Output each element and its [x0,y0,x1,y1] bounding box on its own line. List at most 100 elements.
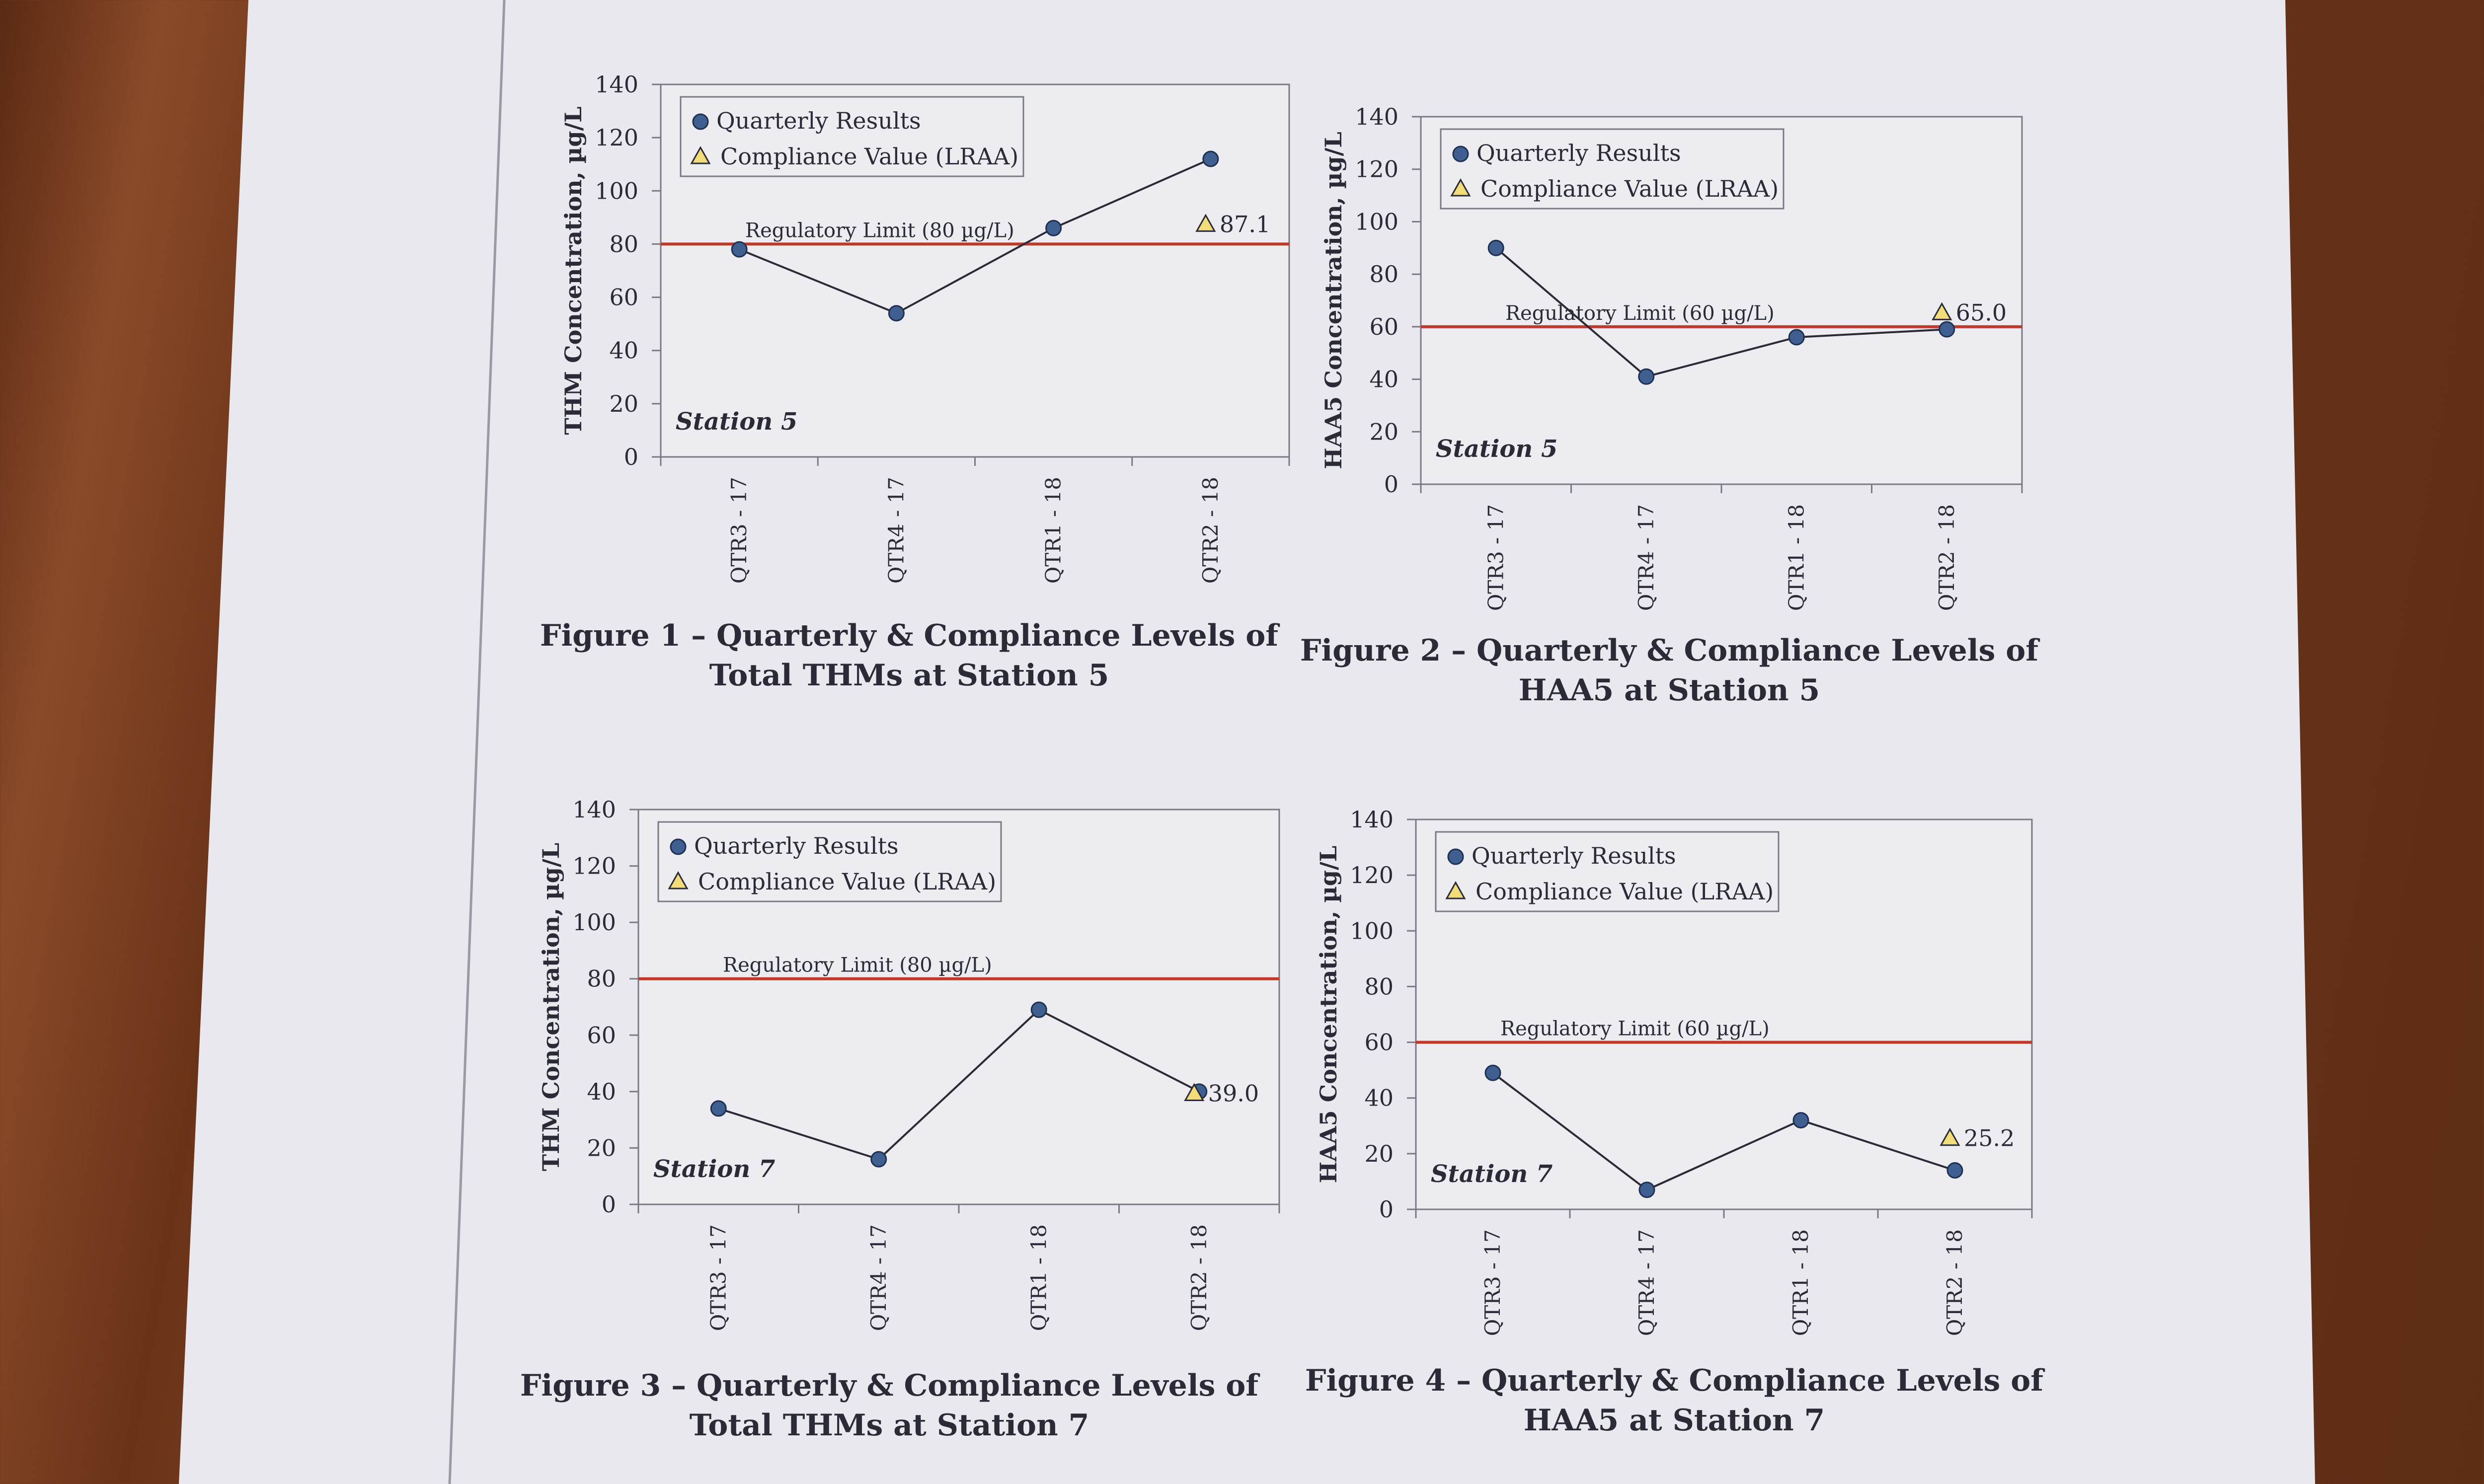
y-tick-label: 100 [572,909,616,936]
y-tick-label: 80 [609,230,638,257]
legend-item-compliance: Compliance Value (LRAA) [1480,175,1779,202]
y-tick-label: 60 [1364,1029,1394,1056]
y-tick-label: 80 [1364,973,1394,1000]
x-tick-label: QTR1 - 18 [1041,477,1066,584]
quarterly-results-line [718,1008,1200,1161]
regulatory-limit-label: Regulatory Limit (80 µg/L) [723,954,992,977]
y-axis-title: THM Concentration, µg/L [538,843,564,1171]
y-tick-label: 20 [1364,1140,1394,1167]
legend-triangle-icon [1445,881,1466,899]
y-tick-label: 140 [595,71,638,98]
quarterly-result-point [1788,329,1805,346]
regulatory-limit-label: Regulatory Limit (80 µg/L) [745,219,1014,242]
y-tick-label: 20 [587,1134,616,1161]
quarterly-result-point [1638,368,1655,385]
x-tick-label: QTR4 - 17 [1634,504,1658,611]
regulatory-limit-label: Regulatory Limit (60 µg/L) [1505,302,1775,325]
page-margin-rule [448,0,506,1484]
station-label: Station 7 [653,1155,775,1183]
quarterly-result-point [870,1151,887,1168]
x-tick-label: QTR4 - 17 [1634,1229,1659,1336]
y-axis-title: HAA5 Concentration, µg/L [1315,846,1342,1183]
legend-box [657,821,1002,902]
y-tick-label: 40 [1364,1085,1394,1112]
y-axis-title: HAA5 Concentration, µg/L [1320,132,1347,469]
y-tick-label: 40 [1369,366,1398,393]
legend-box [1440,128,1785,210]
chart-2: 0 20 40 60 80 100 120 140 HAA5 Concentration, µg… [1320,103,2023,611]
legend-item-quarterly: Quarterly Results [716,107,921,134]
chart-3: 0 20 40 60 80 100 120 140 THM Concentration, µg/… [538,796,1280,1331]
legend-triangle-icon [668,871,689,890]
y-tick-label: 100 [595,177,638,204]
y-tick-label: 140 [572,796,616,823]
x-tick-label: QTR3 - 17 [727,477,751,584]
y-tick-label: 80 [1369,261,1398,288]
y-tick-label: 40 [587,1078,616,1105]
regulatory-limit-label: Regulatory Limit (60 µg/L) [1500,1018,1770,1040]
quarterly-results-line [1492,1072,1955,1191]
figure-1-caption: Figure 1 – Quarterly & Compliance Levels… [537,616,1282,695]
figure-3-caption-line1: Figure 3 – Quarterly & Compliance Levels… [520,1368,1259,1403]
station-label: Station 5 [1436,435,1557,463]
figure-2-caption-line1: Figure 2 – Quarterly & Compliance Levels… [1300,633,2039,668]
legend-triangle-icon [690,146,711,164]
legend-item-quarterly: Quarterly Results [1476,140,1681,166]
x-tick-label: QTR4 - 17 [884,477,908,584]
y-tick-label: 0 [1384,471,1398,498]
legend-circle-icon [670,838,687,855]
figure-4-caption-line2: HAA5 at Station 7 [1523,1403,1825,1438]
legend-circle-icon [1447,848,1464,865]
legend-box [1435,831,1780,912]
x-tick-label: QTR1 - 18 [1788,1229,1813,1336]
compliance-value-label: 39.0 [1208,1080,1259,1107]
y-tick-label: 0 [624,444,638,470]
figure-1-caption-line2: Total THMs at Station 5 [709,658,1109,693]
x-tick-label: QTR1 - 18 [1784,504,1808,611]
x-tick-label: QTR3 - 17 [706,1224,730,1331]
legend-item-quarterly: Quarterly Results [1472,842,1676,869]
y-tick-label: 60 [1369,313,1398,340]
figure-3-caption: Figure 3 – Quarterly & Compliance Levels… [517,1366,1262,1445]
y-tick-label: 0 [602,1191,616,1218]
quarterly-result-point [1202,150,1219,167]
station-label: Station 7 [1431,1160,1552,1188]
x-tick-label: QTR1 - 18 [1026,1224,1051,1331]
x-tick-label: QTR2 - 18 [1198,477,1223,584]
compliance-value-marker [1932,302,1952,320]
y-tick-label: 80 [587,965,616,992]
legend-item-quarterly: Quarterly Results [694,832,899,859]
x-tick-label: QTR2 - 18 [1187,1224,1211,1331]
legend-item-compliance: Compliance Value (LRAA) [698,868,996,895]
quarterly-result-point [1792,1112,1809,1129]
y-axis-title: THM Concentration, µg/L [560,106,587,435]
chart-4: 0 20 40 60 80 100 120 140 HAA5 Concentration, µg… [1315,806,2033,1336]
legend-item-compliance: Compliance Value (LRAA) [1475,878,1774,905]
quarterly-result-point [1939,321,1955,338]
legend-box [680,96,1024,177]
figure-4-caption: Figure 4 – Quarterly & Compliance Levels… [1302,1361,2047,1440]
x-tick-label: QTR2 - 18 [1935,504,1959,611]
y-tick-label: 60 [609,284,638,311]
x-tick-label: QTR3 - 17 [1483,504,1508,611]
quarterly-result-point [1045,220,1062,236]
quarterly-result-point [1638,1182,1655,1198]
legend-item-compliance: Compliance Value (LRAA) [720,143,1018,170]
y-tick-label: 120 [572,853,616,880]
y-tick-label: 100 [1355,208,1398,235]
x-tick-label: QTR4 - 17 [866,1224,891,1331]
quarterly-result-point [888,305,905,322]
quarterly-result-point [1030,1001,1047,1018]
compliance-value-label: 25.2 [1964,1125,2015,1152]
figure-2-caption-line2: HAA5 at Station 5 [1518,673,1820,708]
y-tick-label: 60 [587,1022,616,1048]
figure-3-caption-line2: Total THMs at Station 7 [689,1408,1089,1443]
quarterly-result-point [1484,1064,1501,1081]
quarterly-result-point [710,1100,727,1117]
y-tick-label: 120 [595,124,638,151]
compliance-value-label: 87.1 [1220,211,1270,237]
figure-1-caption-line1: Figure 1 – Quarterly & Compliance Levels… [540,618,1279,653]
quarterly-result-point [1487,239,1504,256]
y-tick-label: 100 [1350,917,1394,944]
